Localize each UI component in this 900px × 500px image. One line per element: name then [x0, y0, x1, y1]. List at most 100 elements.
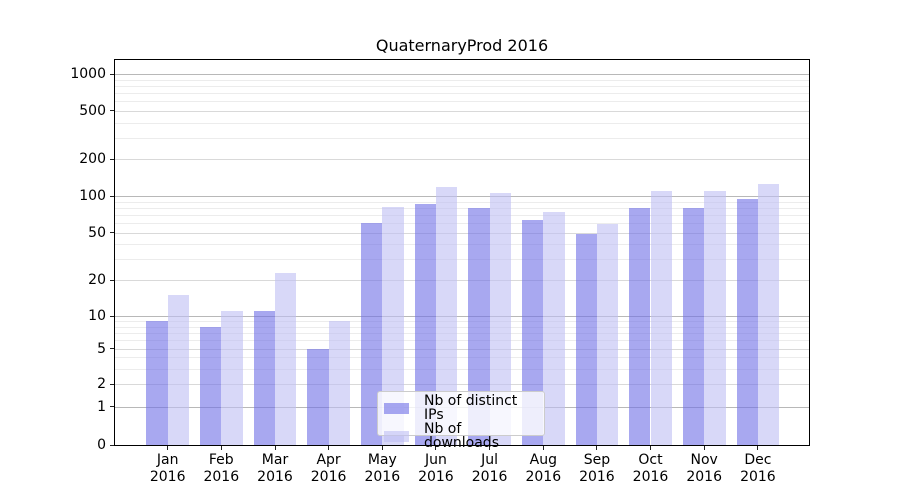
gridline [115, 259, 809, 261]
y-tick-mark [110, 444, 114, 446]
y-tick-label: 5 [97, 340, 106, 357]
x-tick-label: Jul 2016 [471, 452, 508, 485]
x-tick-mark [757, 446, 759, 450]
legend-item: Nb of distinct IPs [384, 394, 536, 422]
bar-downloads [275, 273, 297, 445]
bar-distinct-ips [253, 311, 275, 445]
bar-distinct-ips [468, 207, 490, 445]
gridline [115, 348, 809, 350]
y-tick-mark [110, 110, 114, 112]
x-tick-mark [167, 446, 169, 450]
bar-downloads [757, 183, 780, 445]
x-tick-label: Jun 2016 [418, 452, 454, 485]
y-tick-mark [110, 158, 114, 160]
y-tick-label: 1 [97, 398, 106, 415]
bar-downloads [167, 295, 190, 445]
x-tick-label: Dec 2016 [740, 452, 776, 485]
legend: Nb of distinct IPs Nb of downloads [377, 391, 545, 450]
gridline [115, 214, 809, 216]
y-tick-mark [110, 279, 114, 281]
gridline [115, 101, 809, 103]
x-tick-label: Mar 2016 [257, 452, 293, 485]
y-tick-label: 1000 [70, 66, 106, 83]
y-tick-label: 20 [88, 272, 106, 289]
bar-distinct-ips [414, 203, 436, 445]
gridline [115, 384, 809, 386]
bar-downloads [543, 211, 565, 445]
x-tick-label: Nov 2016 [686, 452, 722, 485]
x-tick-mark [703, 446, 705, 450]
legend-label: Nb of downloads [424, 421, 499, 451]
bar-distinct-ips [360, 222, 383, 445]
x-tick-label: Aug 2016 [525, 452, 562, 485]
x-tick-mark [328, 446, 330, 450]
legend-item: Nb of downloads [384, 422, 536, 450]
bar-distinct-ips [521, 219, 544, 445]
gridline [115, 159, 809, 161]
y-tick-label: 200 [79, 151, 106, 168]
gridline [115, 207, 809, 209]
bar-downloads [489, 192, 511, 445]
y-tick-label: 0 [97, 437, 106, 453]
legend-swatch [384, 430, 409, 442]
gridline [115, 110, 809, 112]
x-tick-label: Sep 2016 [579, 452, 615, 485]
bar-downloads [596, 223, 619, 445]
x-tick-mark [542, 446, 544, 450]
bar-distinct-ips [629, 208, 651, 445]
x-tick-mark [381, 446, 383, 450]
bar-distinct-ips [307, 348, 329, 445]
x-tick-mark [650, 446, 651, 450]
gridline [115, 280, 809, 282]
x-tick-label: Oct 2016 [632, 452, 669, 485]
bar-downloads [435, 187, 458, 445]
gridline [115, 86, 809, 88]
bar-downloads [382, 207, 404, 445]
gridline [115, 137, 809, 139]
x-tick-mark [489, 446, 491, 450]
y-tick-label: 10 [88, 308, 106, 325]
x-tick-mark [435, 446, 437, 450]
x-tick-label: Feb 2016 [203, 452, 240, 485]
gridline [115, 222, 809, 224]
gridline [115, 316, 809, 318]
gridline [115, 357, 809, 359]
x-tick-label: May 2016 [364, 452, 401, 485]
gridline [115, 196, 809, 197]
x-tick-mark [596, 446, 598, 450]
gridline [115, 201, 809, 203]
chart-title: QuaternaryProd 2016 [375, 36, 549, 55]
gridline [115, 74, 809, 76]
gridline [115, 244, 809, 246]
y-tick-label: 500 [79, 102, 106, 119]
y-tick-label: 100 [79, 188, 106, 204]
y-tick-mark [110, 348, 114, 350]
gridline [115, 326, 809, 328]
gridline [115, 368, 809, 370]
y-tick-mark [110, 73, 114, 75]
y-tick-mark [110, 406, 114, 408]
bar-distinct-ips [682, 207, 705, 445]
gridline [115, 340, 809, 342]
gridline [115, 232, 809, 234]
y-tick-mark [110, 195, 114, 197]
bar-downloads [704, 191, 726, 445]
bar-distinct-ips [146, 321, 168, 445]
gridline [115, 332, 809, 334]
gridline [115, 321, 809, 323]
legend-label: Nb of distinct IPs [424, 393, 518, 423]
bar-downloads [221, 311, 243, 445]
legend-swatch [384, 402, 409, 414]
y-tick-label: 50 [88, 224, 106, 241]
y-tick-mark [110, 315, 114, 317]
x-tick-label: Jan 2016 [149, 452, 186, 485]
bar-distinct-ips [575, 233, 597, 445]
x-tick-mark [220, 446, 222, 450]
gridline [115, 122, 809, 124]
bar-downloads [328, 321, 350, 445]
y-tick-mark [110, 232, 114, 233]
bar-distinct-ips [199, 326, 222, 445]
gridline [115, 79, 809, 81]
y-tick-label: 2 [97, 376, 106, 393]
